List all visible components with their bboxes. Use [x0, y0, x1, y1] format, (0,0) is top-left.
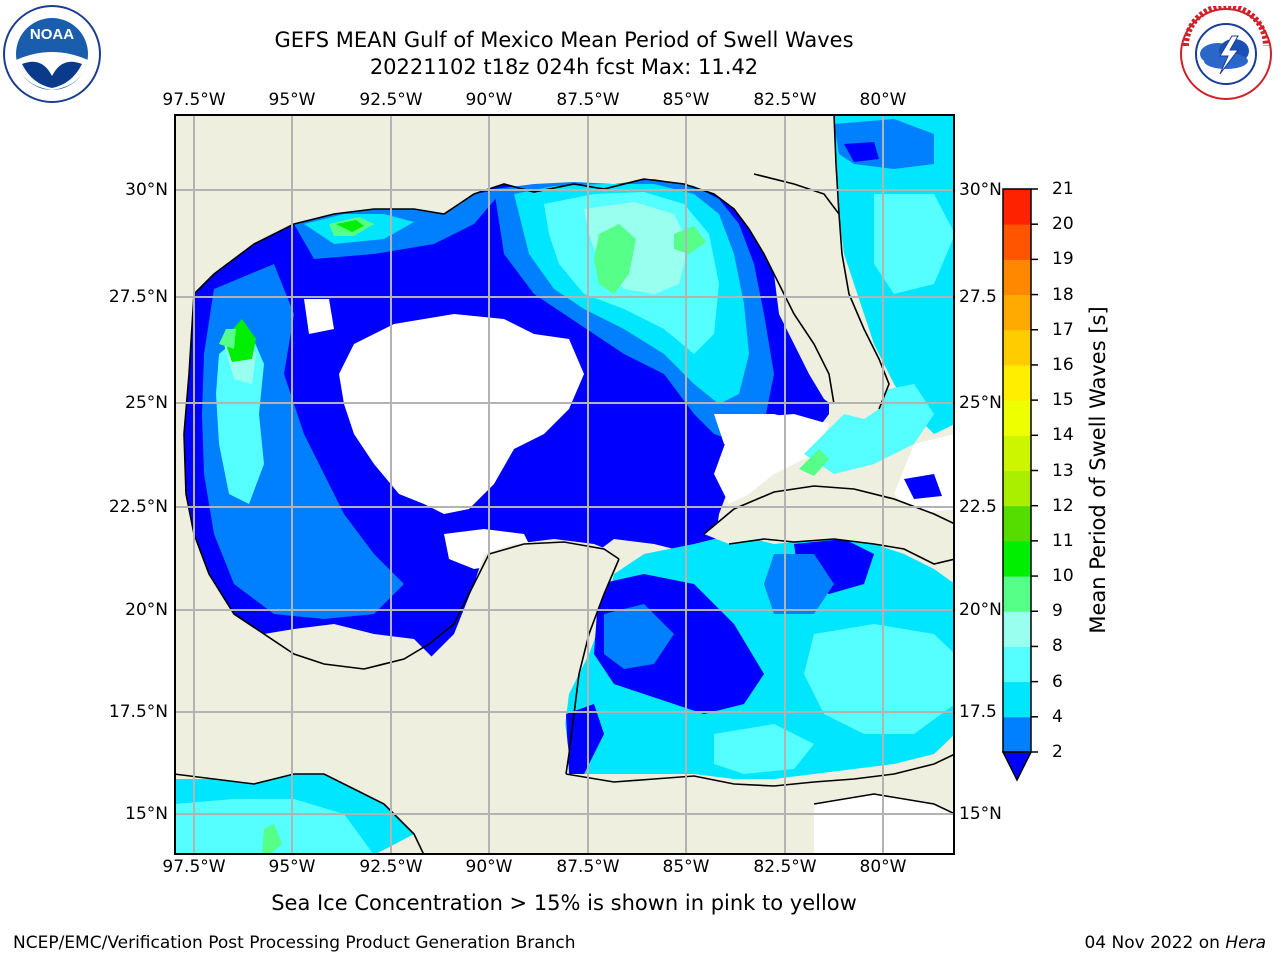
- colorbar-block: [1003, 364, 1031, 401]
- colorbar-block: [1003, 224, 1031, 260]
- lon-label-top: 97.5°W: [162, 90, 226, 110]
- colorbar-tick-label: 17: [1052, 319, 1074, 340]
- colorbar-block: [1003, 540, 1031, 577]
- colorbar-extend-arrow: [1001, 751, 1033, 782]
- lon-label-top: 87.5°W: [556, 90, 620, 110]
- lon-label-bottom: 87.5°W: [556, 857, 620, 877]
- colorbar-tick-label: 8: [1052, 636, 1063, 657]
- calm-area: [339, 314, 584, 514]
- colorbar-block: [1003, 611, 1031, 647]
- mexico-land: [174, 539, 619, 779]
- lat-label-right: 15°N: [959, 804, 1002, 824]
- colorbar-block: [1003, 329, 1031, 366]
- lon-label-top: 90°W: [465, 90, 513, 110]
- lat-label-left: 25°N: [125, 393, 168, 413]
- colorbar-tick-label: 19: [1052, 249, 1074, 270]
- map-subtitle: 20221102 t18z 024h fcst Max: 11.42: [369, 55, 759, 79]
- lat-label-right: 27.5: [959, 287, 997, 307]
- colorbar-block: [1003, 435, 1031, 471]
- colorbar-block: [1003, 681, 1031, 718]
- lat-label-right: 22.5: [959, 497, 997, 517]
- colorbar-tick-label: 11: [1052, 530, 1074, 551]
- lat-label-left: 22.5°N: [108, 497, 168, 517]
- colorbar-block: [1003, 716, 1031, 753]
- colorbar-tick-label: 15: [1052, 390, 1074, 411]
- lon-label-top: 80°W: [859, 90, 907, 110]
- noaa-logo-text: NOAA: [30, 26, 74, 43]
- colorbar-tick-label: 16: [1052, 354, 1074, 375]
- colorbar-block: [1003, 400, 1031, 436]
- colorbar-tick-label: 13: [1052, 460, 1074, 481]
- colorbar-tick-label: 2: [1052, 742, 1063, 762]
- lon-label-bottom: 95°W: [268, 857, 316, 877]
- colorbar-tick-label: 18: [1052, 284, 1074, 305]
- lon-label-bottom: 82.5°W: [753, 857, 817, 877]
- lon-label-bottom: 92.5°W: [359, 857, 423, 877]
- lat-label-right: 17.5: [959, 702, 997, 722]
- colorbar-block: [1003, 259, 1031, 296]
- colorbar-block: [1003, 189, 1031, 225]
- map-panel: [174, 114, 955, 855]
- colorbar-tick-label: 4: [1052, 706, 1063, 727]
- lon-label-top: 82.5°W: [753, 90, 817, 110]
- cuba-land: [704, 486, 955, 564]
- colorbar-tick-label: 10: [1052, 566, 1074, 587]
- lon-label-bottom: 97.5°W: [162, 857, 226, 877]
- lat-label-right: 30°N: [959, 180, 1002, 200]
- colorbar-tick-label: 21: [1052, 179, 1074, 199]
- colorbar-block: [1003, 646, 1031, 683]
- colorbar: [1001, 188, 1038, 782]
- lat-label-left: 20°N: [125, 600, 168, 620]
- lat-label-left: 15°N: [125, 804, 168, 824]
- colorbar-tick-label: 6: [1052, 671, 1063, 692]
- colorbar-tick-label: 20: [1052, 214, 1074, 235]
- lon-label-top: 92.5°W: [359, 90, 423, 110]
- colorbar-block: [1003, 294, 1031, 331]
- lat-label-left: 17.5°N: [108, 702, 168, 722]
- footer-machine: Hera: [1225, 933, 1266, 953]
- colorbar-block: [1003, 470, 1031, 507]
- sea-ice-note: Sea Ice Concentration > 15% is shown in …: [271, 891, 857, 915]
- lat-label-left: 30°N: [125, 180, 168, 200]
- colorbar-block: [1003, 576, 1031, 612]
- map-title: GEFS MEAN Gulf of Mexico Mean Period of …: [274, 28, 854, 52]
- colorbar-block: [1003, 505, 1031, 542]
- lat-label-right: 20°N: [959, 600, 1002, 620]
- colorbar-label: Mean Period of Swell Waves [s]: [1086, 306, 1110, 634]
- nws-logo: [1180, 6, 1272, 100]
- noaa-logo: NOAA: [3, 5, 101, 103]
- lon-label-bottom: 80°W: [859, 857, 907, 877]
- lat-label-left: 27.5°N: [108, 287, 168, 307]
- lon-label-bottom: 85°W: [662, 857, 710, 877]
- footer-date: 04 Nov 2022 on Hera: [1084, 933, 1266, 953]
- lon-label-top: 85°W: [662, 90, 710, 110]
- gridlines: [174, 114, 955, 855]
- lon-label-bottom: 90°W: [465, 857, 513, 877]
- colorbar-tick-label: 12: [1052, 495, 1074, 516]
- map-frame: [174, 114, 955, 855]
- colorbar-tick-label: 9: [1052, 601, 1063, 622]
- lat-label-right: 25°N: [959, 393, 1002, 413]
- lon-label-top: 95°W: [268, 90, 316, 110]
- colorbar-tick-label: 14: [1052, 425, 1074, 446]
- footer-credit: NCEP/EMC/Verification Post Processing Pr…: [13, 933, 576, 953]
- footer-date-text: 04 Nov 2022 on: [1084, 933, 1226, 953]
